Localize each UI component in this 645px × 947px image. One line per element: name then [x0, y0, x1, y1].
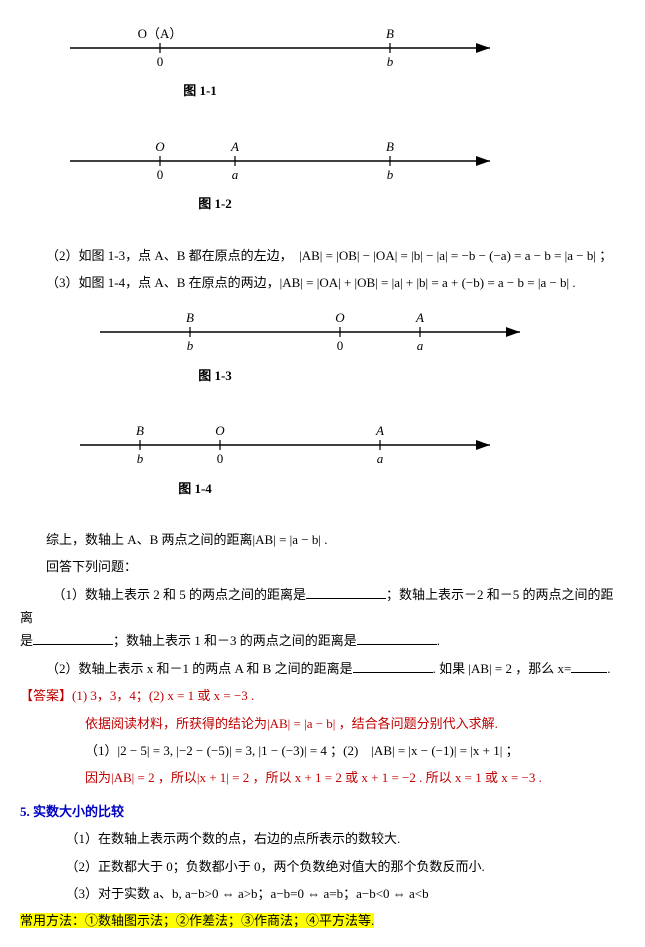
svg-text:b: b — [387, 167, 394, 182]
figure-caption: 图 1-4 — [20, 477, 350, 500]
svg-text:0: 0 — [337, 338, 344, 353]
svg-text:b: b — [137, 451, 144, 466]
explanation-line: 依据阅读材料，所获得的结论为|AB| = |a − b| ，结合各问题分别代入求… — [20, 712, 625, 735]
q2-part-b: . 如果 |AB| = 2 ，那么 x= — [433, 661, 572, 676]
numberline-1-4: Bb O 0 Aa — [20, 415, 540, 467]
calculation-2: 因为|AB| = 2 ，所以|x + 1| = 2 ，所以 x + 1 = 2 … — [20, 766, 625, 789]
svg-text:0: 0 — [217, 451, 224, 466]
numberline-1-2: O 0 Aa Bb — [20, 131, 540, 183]
svg-text:A: A — [375, 423, 384, 438]
q2-part-c: . — [607, 661, 610, 676]
svg-text:A: A — [415, 310, 424, 325]
svg-text:O: O — [155, 139, 165, 154]
svg-text:a: a — [232, 167, 239, 182]
svg-text:B: B — [386, 139, 394, 154]
q2-part-a: （2）数轴上表示 x 和－1 的两点 A 和 B 之间的距离是 — [46, 661, 353, 676]
blank — [357, 632, 437, 645]
svg-text:a: a — [417, 338, 424, 353]
section-5-item-2: （2）正数都大于 0；负数都小于 0，两个负数绝对值大的那个负数反而小. — [20, 855, 625, 878]
figure-1-2: O 0 Aa Bb 图 1-2 — [20, 131, 625, 216]
svg-text:B: B — [136, 423, 144, 438]
svg-text:b: b — [387, 54, 394, 69]
figure-caption: 图 1-3 — [20, 364, 350, 387]
svg-text:O: O — [215, 423, 225, 438]
svg-text:O: O — [335, 310, 345, 325]
q1-part-e: . — [437, 633, 440, 648]
common-methods: 常用方法：①数轴图示法；②作差法；③作商法；④平方法等. — [20, 909, 625, 932]
blank — [571, 660, 607, 673]
highlighted-text: 常用方法：①数轴图示法；②作差法；③作商法；④平方法等. — [20, 913, 374, 928]
blank — [353, 660, 433, 673]
figure-caption: 图 1-2 — [20, 192, 350, 215]
svg-text:A: A — [230, 139, 239, 154]
text-case-2: （2）如图 1-3，点 A、B 都在原点的左边， |AB| = |OB| − |… — [20, 244, 625, 267]
section-5-title: 5. 实数大小的比较 — [20, 800, 625, 823]
question-2: （2）数轴上表示 x 和－1 的两点 A 和 B 之间的距离是 . 如果 |AB|… — [20, 657, 625, 680]
blank — [33, 632, 113, 645]
svg-text:0: 0 — [157, 167, 164, 182]
svg-text:b: b — [187, 338, 194, 353]
figure-1-3: Bb O 0 Aa 图 1-3 — [20, 302, 625, 387]
blank — [306, 586, 386, 599]
q1-part-c: 是 — [20, 633, 33, 648]
answer-line: 【答案】(1) 3，3，4；(2) x = 1 或 x = −3 . — [20, 684, 625, 707]
q1-part-a: （1）数轴上表示 2 和 5 的两点之间的距离是 — [20, 583, 306, 606]
svg-text:a: a — [377, 451, 384, 466]
text-case-3: （3）如图 1-4，点 A、B 在原点的两边，|AB| = |OA| + |OB… — [20, 271, 625, 294]
figure-caption: 图 1-1 — [20, 79, 320, 102]
section-5-item-1: （1）在数轴上表示两个数的点，右边的点所表示的数较大. — [20, 827, 625, 850]
question-1: （1）数轴上表示 2 和 5 的两点之间的距离是；数轴上表示－2 和－5 的两点… — [20, 583, 625, 653]
svg-text:B: B — [386, 26, 394, 41]
question-header: 回答下列问题： — [20, 555, 625, 578]
section-5-item-3: （3）对于实数 a、b, a−b>0 ⇔ a>b；a−b=0 ⇔ a=b；a−b… — [20, 882, 625, 905]
q1-part-d: ；数轴上表示 1 和－3 的两点之间的距离是 — [113, 633, 357, 648]
figure-1-4: Bb O 0 Aa 图 1-4 — [20, 415, 625, 500]
text-summary: 综上，数轴上 A、B 两点之间的距离|AB| = |a − b| . — [20, 528, 625, 551]
svg-text:0: 0 — [157, 54, 164, 69]
svg-text:O（A）: O（A） — [138, 26, 183, 41]
calculation-1: （1）|2 − 5| = 3, |−2 − (−5)| = 3, |1 − (−… — [20, 739, 625, 762]
numberline-1-3: Bb O 0 Aa — [20, 302, 560, 354]
svg-text:B: B — [186, 310, 194, 325]
figure-1-1: O（A） 0 Bb 图 1-1 — [20, 18, 625, 103]
numberline-1-1: O（A） 0 Bb — [20, 18, 540, 70]
